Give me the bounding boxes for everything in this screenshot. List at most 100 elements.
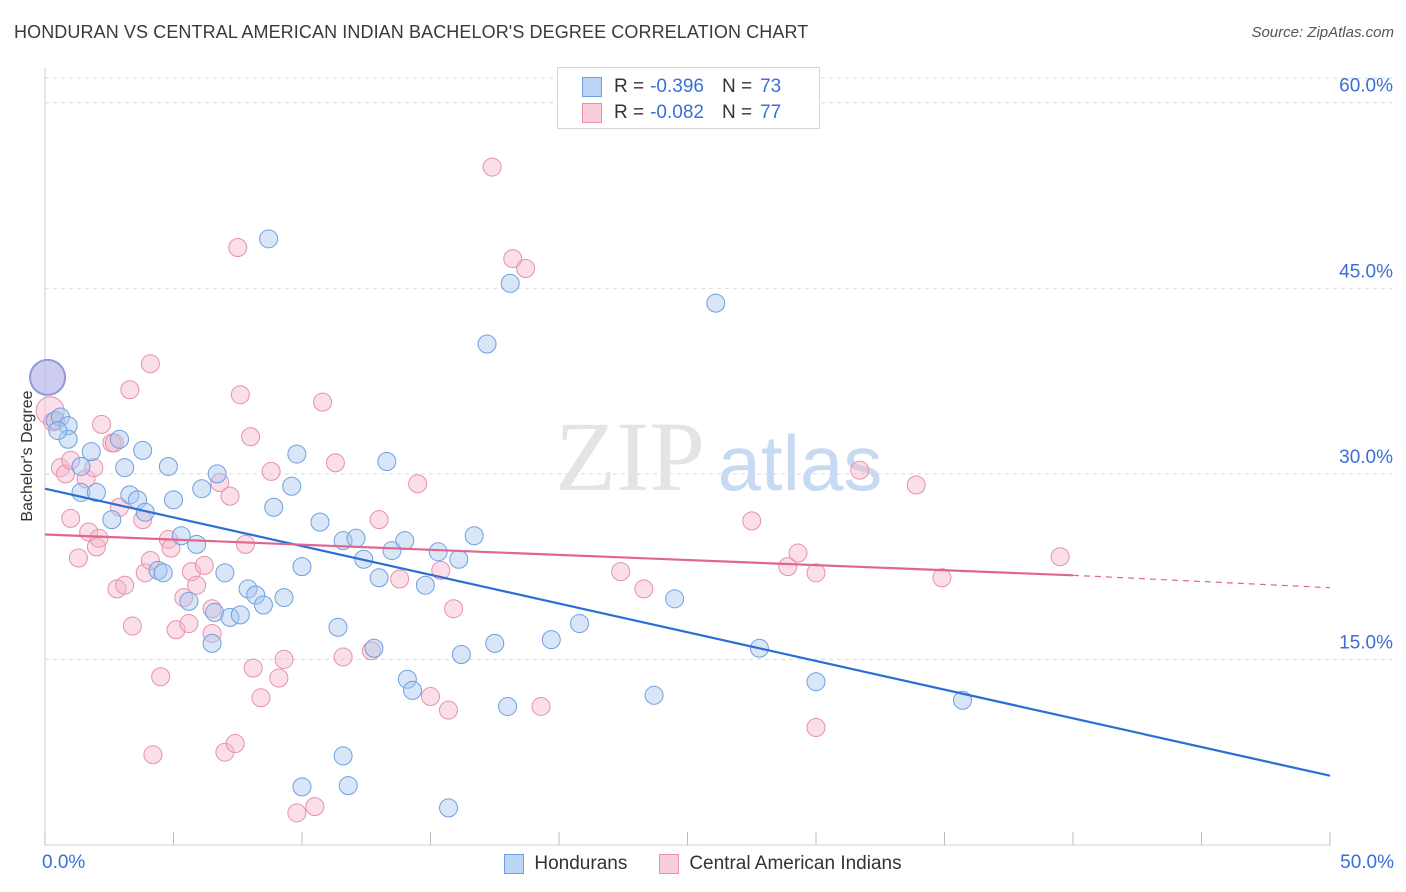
point-honduran <box>259 229 279 249</box>
point-honduran <box>438 798 458 818</box>
point-central-american-indian <box>482 157 502 177</box>
point-honduran <box>192 479 212 499</box>
point-central-american-indian <box>261 461 281 481</box>
point-central-american-indian <box>230 385 250 405</box>
point-central-american-indian <box>333 647 353 667</box>
point-central-american-indian <box>444 599 464 619</box>
point-central-american-indian <box>313 392 333 412</box>
point-central-american-indian <box>89 528 109 548</box>
point-honduran <box>71 456 91 476</box>
series-legend-hondurans[interactable]: Hondurans <box>504 853 627 875</box>
point-honduran <box>58 416 78 436</box>
chart-title: HONDURAN VS CENTRAL AMERICAN INDIAN BACH… <box>14 22 809 42</box>
point-central-american-indian <box>287 803 307 823</box>
trendline-central-american-indians <box>44 533 1074 577</box>
x-tick-label-min: 0.0% <box>42 852 86 873</box>
point-honduran <box>451 644 471 664</box>
point-central-american-indian <box>325 453 345 473</box>
point-central-american-indian <box>174 588 194 608</box>
point-honduran <box>115 458 135 478</box>
central-american-indians-points <box>35 157 1070 823</box>
point-central-american-indian <box>274 649 294 669</box>
point-central-american-indian <box>361 641 381 661</box>
point-central-american-indian <box>35 396 65 426</box>
series-legend-central-american-indians[interactable]: Central American Indians <box>659 853 902 875</box>
point-honduran <box>158 456 178 476</box>
point-central-american-indian <box>850 460 870 480</box>
point-central-american-indian <box>1050 547 1070 567</box>
point-central-american-indian <box>243 658 263 678</box>
point-honduran <box>205 602 225 622</box>
point-honduran <box>287 444 307 464</box>
point-honduran <box>333 746 353 766</box>
point-honduran <box>264 497 284 517</box>
watermark: ZIP atlas <box>555 401 882 512</box>
point-honduran <box>477 334 497 354</box>
point-honduran <box>253 595 273 615</box>
point-honduran <box>706 293 726 313</box>
point-central-american-indian <box>634 579 654 599</box>
point-honduran <box>310 512 330 532</box>
point-central-american-indian <box>369 510 389 530</box>
point-honduran <box>364 638 384 658</box>
point-central-american-indian <box>140 550 160 570</box>
series-legend-label: Central American Indians <box>689 853 902 874</box>
point-honduran <box>133 440 153 460</box>
point-central-american-indian <box>68 548 88 568</box>
y-tick-label: 45.0% <box>1339 261 1393 282</box>
source-credit: Source: ZipAtlas.com <box>1251 24 1394 41</box>
point-central-american-indian <box>251 688 271 708</box>
point-central-american-indian <box>220 486 240 506</box>
point-honduran <box>644 685 664 705</box>
point-central-american-indian <box>122 616 142 636</box>
legend-r-value: -0.082 <box>650 102 704 123</box>
trendline-central-american-indians-extension <box>1072 574 1331 589</box>
legend-r-value: -0.396 <box>650 76 704 97</box>
correlation-legend: R = -0.396 N = 73 R = -0.082 N = 77 <box>557 67 820 129</box>
point-honduran <box>81 442 101 462</box>
point-honduran <box>230 605 250 625</box>
point-honduran <box>86 482 106 502</box>
point-central-american-indian <box>531 696 551 716</box>
point-honduran <box>449 549 469 569</box>
point-honduran <box>665 589 685 609</box>
point-honduran <box>292 557 312 577</box>
point-central-american-indian <box>235 534 255 554</box>
point-central-american-indian <box>61 508 81 528</box>
legend-n-value: 73 <box>760 76 782 97</box>
point-central-american-indian <box>806 563 826 583</box>
point-central-american-indian <box>50 458 70 478</box>
point-central-american-indian <box>104 433 124 453</box>
series-swatch-hondurans <box>504 854 525 874</box>
legend-row-central-american-indians: R = -0.082 N = 77 <box>582 100 781 126</box>
point-honduran <box>397 669 417 689</box>
point-honduran <box>541 630 561 650</box>
point-central-american-indian <box>788 543 808 563</box>
point-central-american-indian <box>390 569 410 589</box>
legend-r-label: R = <box>614 76 645 97</box>
point-honduran <box>292 777 312 797</box>
legend-swatch-central-american-indians <box>582 103 602 123</box>
point-honduran <box>153 563 173 583</box>
point-honduran <box>202 633 222 653</box>
point-honduran <box>403 680 423 700</box>
point-central-american-indian <box>115 575 135 595</box>
point-honduran <box>102 510 122 530</box>
point-central-american-indian <box>61 450 81 470</box>
point-honduran <box>428 542 448 562</box>
point-overlap <box>30 359 66 395</box>
point-honduran <box>498 696 518 716</box>
point-central-american-indian <box>431 560 451 580</box>
point-honduran <box>48 421 68 441</box>
point-central-american-indian <box>778 557 798 577</box>
legend-swatch-hondurans <box>582 77 602 97</box>
point-honduran <box>246 585 266 605</box>
point-honduran <box>148 560 168 580</box>
point-central-american-indian <box>611 562 631 582</box>
point-central-american-indian <box>269 668 289 688</box>
point-honduran <box>485 633 505 653</box>
y-tick-label: 60.0% <box>1339 76 1393 97</box>
hondurans-points <box>29 229 972 818</box>
legend-n-label: N = <box>721 76 753 97</box>
